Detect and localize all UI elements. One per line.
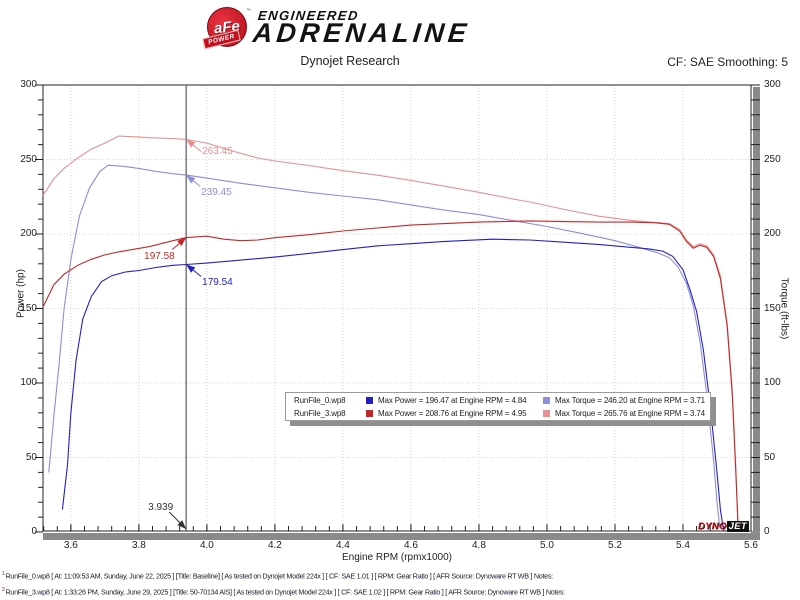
cf-smoothing-text: CF: SAE Smoothing: 5 [667, 55, 788, 69]
chart-title: Dynojet Research [300, 54, 400, 68]
annotation-label-3.939: 3.939 [148, 502, 174, 514]
y-axis-title-power: Power (hp) [15, 269, 27, 318]
annotation-label-239.45: 239.45 [201, 187, 232, 199]
x-axis-title-rpm: Engine RPM (rpmx1000) [341, 552, 453, 563]
y-tick-label-right: 100 [764, 377, 781, 388]
legend-torque-swatch [543, 397, 550, 404]
y-tick-label-right: 0 [764, 526, 770, 537]
x-tick-label: 4.4 [335, 540, 350, 551]
series-power_0 [61, 238, 724, 528]
legend-run-file: RunFile_3.wp8 [294, 409, 346, 418]
x-tick-label: 4.8 [472, 540, 486, 551]
annotation-label-263.45: 263.45 [202, 146, 233, 158]
legend-torque-swatch [543, 410, 550, 417]
x-tick-label: 4.0 [199, 540, 214, 551]
dynojet-logo-dyno: DYNO [698, 521, 727, 532]
x-tick-label: 3.8 [131, 540, 146, 551]
x-tick-label: 4.2 [267, 540, 282, 551]
footnote-marker-1: 1 [2, 571, 5, 577]
run-info-line-2: 2RunFile_3.wp8 [ At: 1:33:26 PM, Sunday,… [2, 583, 565, 599]
annotation-label-197.58: 197.58 [144, 250, 175, 262]
legend-max-torque-text: Max Torque = 246.20 at Engine RPM = 3.71 [555, 396, 705, 405]
legend-row-0: RunFile_0.wp8 Max Power = 196.47 at Engin… [286, 394, 710, 406]
legend-max-torque-text: Max Torque = 265.76 at Engine RPM = 3.74 [555, 409, 705, 418]
series-torque_0 [48, 164, 721, 528]
series-torque_3 [42, 135, 739, 528]
annotation-arrowhead [186, 175, 196, 184]
trademark-symbol: ™ [246, 8, 251, 14]
legend-row-1: RunFile_3.wp8 Max Power = 208.76 at Engin… [286, 407, 710, 419]
footnote-marker-2: 2 [2, 587, 5, 594]
run-info-footer: 1RunFile_0.wp8 [ At: 11:09:53 AM, Sunday… [2, 567, 565, 600]
legend-max-power-text: Max Power = 196.47 at Engine RPM = 4.84 [378, 396, 527, 405]
x-tick-label: 5.0 [540, 540, 554, 551]
annotation-label-179.54: 179.54 [202, 277, 233, 289]
x-tick-label: 5.4 [676, 540, 690, 551]
annotation-arrowhead [186, 264, 196, 273]
y-tick-label-left: 50 [25, 451, 37, 463]
x-tick-label: 5.6 [744, 540, 758, 551]
run-info-text-1: RunFile_0.wp8 [ At: 11:09:53 AM, Sunday,… [5, 571, 553, 581]
y-tick-label-left: 200 [20, 228, 37, 239]
y-tick-label-left: 100 [20, 377, 37, 388]
y-tick-label-right: 200 [764, 228, 781, 239]
legend-run-file: RunFile_0.wp8 [294, 396, 346, 405]
y-tick-label-right: 50 [764, 451, 776, 463]
y-tick-label-right: 250 [764, 153, 781, 165]
x-tick-label: 5.2 [608, 540, 622, 551]
dynojet-logo-jet: JET [726, 521, 749, 532]
run-info-text-2: RunFile_3.wp8 [ At: 1:33:26 PM, Sunday, … [5, 587, 565, 597]
y-tick-label-left: 300 [20, 79, 37, 90]
series-power_3 [42, 220, 739, 528]
annotation-arrowhead [186, 139, 196, 148]
x-tick-label: 3.6 [63, 540, 78, 551]
legend-max-power-text: Max Power = 208.76 at Engine RPM = 4.95 [378, 409, 527, 418]
annotation-arrowhead [177, 520, 187, 530]
annotation-arrowhead [177, 237, 187, 247]
y-tick-label-left: 0 [31, 526, 37, 537]
h-scrollbar[interactable] [43, 533, 760, 540]
x-tick-label: 4.6 [403, 540, 418, 551]
y-tick-label-left: 250 [20, 153, 37, 165]
dynojet-logo: DYNO JET [698, 521, 749, 532]
y-tick-label-right: 150 [764, 302, 781, 314]
legend-power-swatch [366, 410, 373, 417]
run-info-line-1: 1RunFile_0.wp8 [ At: 11:09:53 AM, Sunday… [2, 567, 565, 583]
y-tick-label-left: 150 [20, 302, 37, 314]
y-tick-label-right: 300 [764, 79, 781, 90]
legend-box: RunFile_0.wp8 Max Power = 196.47 at Engin… [285, 392, 711, 421]
y-axis-title-torque: Torque (ft-lbs) [778, 277, 790, 340]
legend-power-swatch [366, 397, 373, 404]
